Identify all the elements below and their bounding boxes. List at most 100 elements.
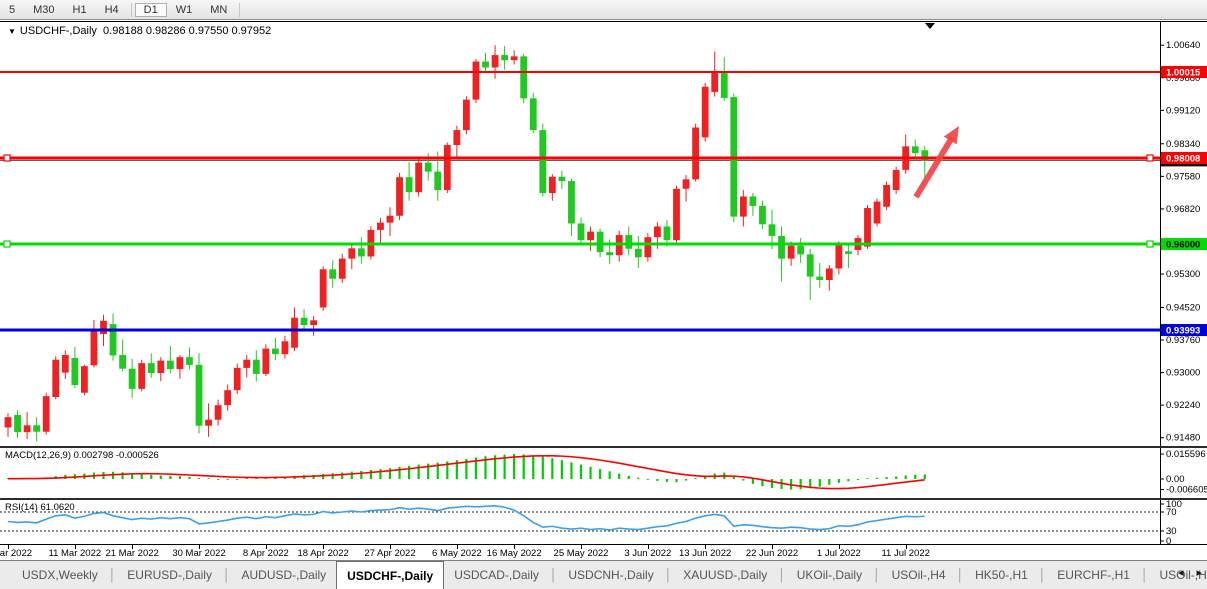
- price-level-badge: [1161, 151, 1207, 164]
- macd-indicator-pane[interactable]: 0.015596 0.00-0.006605: [0, 448, 1207, 498]
- chart-tab-eurusd-daily[interactable]: EURUSD-,Daily: [127, 568, 212, 582]
- timeframe-button-h1[interactable]: H1: [72, 3, 87, 16]
- price-axis-label: 0.92240: [1166, 400, 1200, 411]
- rsi-indicator-label: RSI(14) 61.0620: [5, 502, 75, 513]
- timeframe-button-d1[interactable]: D1: [134, 2, 167, 17]
- candle-body: [128, 368, 136, 389]
- tab-scroll-left-icon[interactable]: ◂: [1177, 567, 1184, 579]
- price-level-badge: [1161, 324, 1207, 337]
- chart-tab-usdcnh-daily[interactable]: USDCNH-,Daily: [568, 568, 654, 582]
- toolbar-separator: [239, 2, 241, 17]
- macd-histogram-bar: [474, 457, 478, 479]
- macd-histogram-bar: [809, 479, 812, 489]
- macd-axis-label: -0.006605: [1166, 485, 1207, 496]
- date-axis-tick: [456, 545, 458, 549]
- timeframe-button-mn[interactable]: MN: [210, 3, 228, 16]
- candle-body: [205, 419, 212, 426]
- pane-separator[interactable]: [0, 446, 1207, 448]
- chart-tab-hk50-h1[interactable]: HK50-,H1: [975, 568, 1028, 582]
- macd-histogram-bar: [856, 479, 860, 480]
- timeframe-button-5[interactable]: 5: [9, 3, 16, 16]
- chart-tab-usdcad-daily[interactable]: USDCAD-,Daily: [454, 568, 539, 582]
- candle-body: [491, 55, 499, 68]
- pane-separator[interactable]: [0, 498, 1207, 500]
- price-axis-label: 0.97580: [1166, 171, 1200, 182]
- timeframe-button-m30[interactable]: M30: [33, 3, 55, 16]
- chart-tab-eurchf-h1[interactable]: EURCHF-,H1: [1057, 568, 1130, 582]
- macd-histogram-bar: [570, 462, 573, 479]
- macd-histogram-bar: [255, 478, 258, 479]
- macd-histogram-bar: [637, 477, 640, 479]
- macd-axis-label: 0.015596: [1166, 449, 1206, 460]
- candle-body: [644, 237, 652, 258]
- price-level-badge-label: 1.00015: [1166, 68, 1201, 79]
- candle-body: [463, 99, 470, 131]
- chart-tab-xauusd-daily[interactable]: XAUUSD-,Daily: [683, 568, 768, 582]
- line-drag-handle[interactable]: [1146, 240, 1154, 248]
- candle-body: [214, 405, 222, 420]
- chart-menu-arrow-icon[interactable]: ▼: [8, 27, 16, 36]
- macd-histogram-bar: [388, 468, 392, 479]
- candle-body: [119, 355, 126, 369]
- line-drag-handle[interactable]: [3, 240, 11, 248]
- trend-arrow-head[interactable]: [943, 126, 959, 145]
- price-axis-label: 0.99120: [1166, 105, 1200, 116]
- chart-tab-usoil-h4[interactable]: USOil-,H4: [1159, 568, 1207, 582]
- date-axis-label: 27 Apr 2022: [364, 548, 416, 559]
- candle-body: [825, 268, 833, 281]
- macd-histogram-bar: [627, 475, 630, 479]
- macd-histogram-bar: [331, 473, 334, 479]
- candle-body: [52, 359, 60, 398]
- candle-body: [520, 56, 528, 99]
- candle-body: [434, 171, 442, 191]
- date-axis-label: 22 Jun 2022: [745, 548, 799, 559]
- date-axis-label: 21 Mar 2022: [105, 548, 159, 559]
- macd-histogram-bar: [455, 460, 458, 479]
- macd-histogram-bar: [436, 462, 439, 479]
- candle-body: [195, 364, 203, 426]
- chart-tab-audusd-daily[interactable]: AUDUSD-,Daily: [241, 568, 327, 582]
- candle-body: [4, 417, 12, 428]
- candle-body: [424, 162, 432, 172]
- chart-tab-usdchf-daily[interactable]: USDCHF-,Daily: [336, 561, 445, 589]
- tab-divider: │: [664, 568, 673, 582]
- chart-tab-bar: USDX,Weekly │ EURUSD-,Daily │ AUDUSD-,Daily U…: [0, 561, 1207, 589]
- tab-divider: │: [1038, 568, 1047, 582]
- candle-body: [166, 360, 174, 370]
- trend-arrow-shaft[interactable]: [913, 135, 955, 199]
- main-price-chart[interactable]: 1.00640 0.99880 0.99120 0.98340 0.97580 0.968…: [0, 21, 1207, 446]
- date-axis-label: 25 May 2022: [553, 548, 609, 559]
- timeframe-button-w1[interactable]: W1: [175, 3, 193, 16]
- price-axis-label: 0.93760: [1166, 335, 1200, 346]
- candle-body: [663, 226, 671, 241]
- macd-histogram-bar: [350, 471, 353, 479]
- macd-histogram-bar: [131, 472, 134, 479]
- line-drag-handle[interactable]: [1146, 154, 1154, 162]
- macd-axis-label: 0.00: [1166, 474, 1185, 485]
- chart-tab-ukoil-daily[interactable]: UKOil-,Daily: [796, 568, 863, 582]
- macd-histogram-bar: [264, 477, 267, 479]
- chart-tab-usdx-weekly[interactable]: USDX,Weekly: [22, 568, 98, 582]
- tab-scroll-right-icon[interactable]: ▸: [1196, 567, 1202, 579]
- candle-body: [654, 226, 661, 238]
- date-axis-label: 18 Apr 2022: [297, 548, 349, 559]
- price-axis-label: 0.94520: [1166, 302, 1200, 313]
- date-axis-tick: [581, 545, 582, 549]
- candle-body: [548, 176, 556, 194]
- chart-tab-usoil-h4[interactable]: USOil-,H4: [891, 568, 946, 582]
- timeframe-button-h4[interactable]: H4: [104, 3, 119, 16]
- candle-body: [300, 317, 308, 326]
- tab-divider: │: [873, 568, 881, 582]
- macd-histogram-bar: [369, 470, 372, 479]
- candle-body: [81, 366, 88, 393]
- candle-body: [921, 150, 929, 161]
- line-drag-handle[interactable]: [3, 154, 11, 162]
- candle-body: [692, 127, 699, 180]
- date-axis-tick: [390, 545, 391, 549]
- macd-histogram-bar: [140, 473, 143, 479]
- candle-body: [329, 269, 337, 279]
- candle-body: [61, 355, 69, 373]
